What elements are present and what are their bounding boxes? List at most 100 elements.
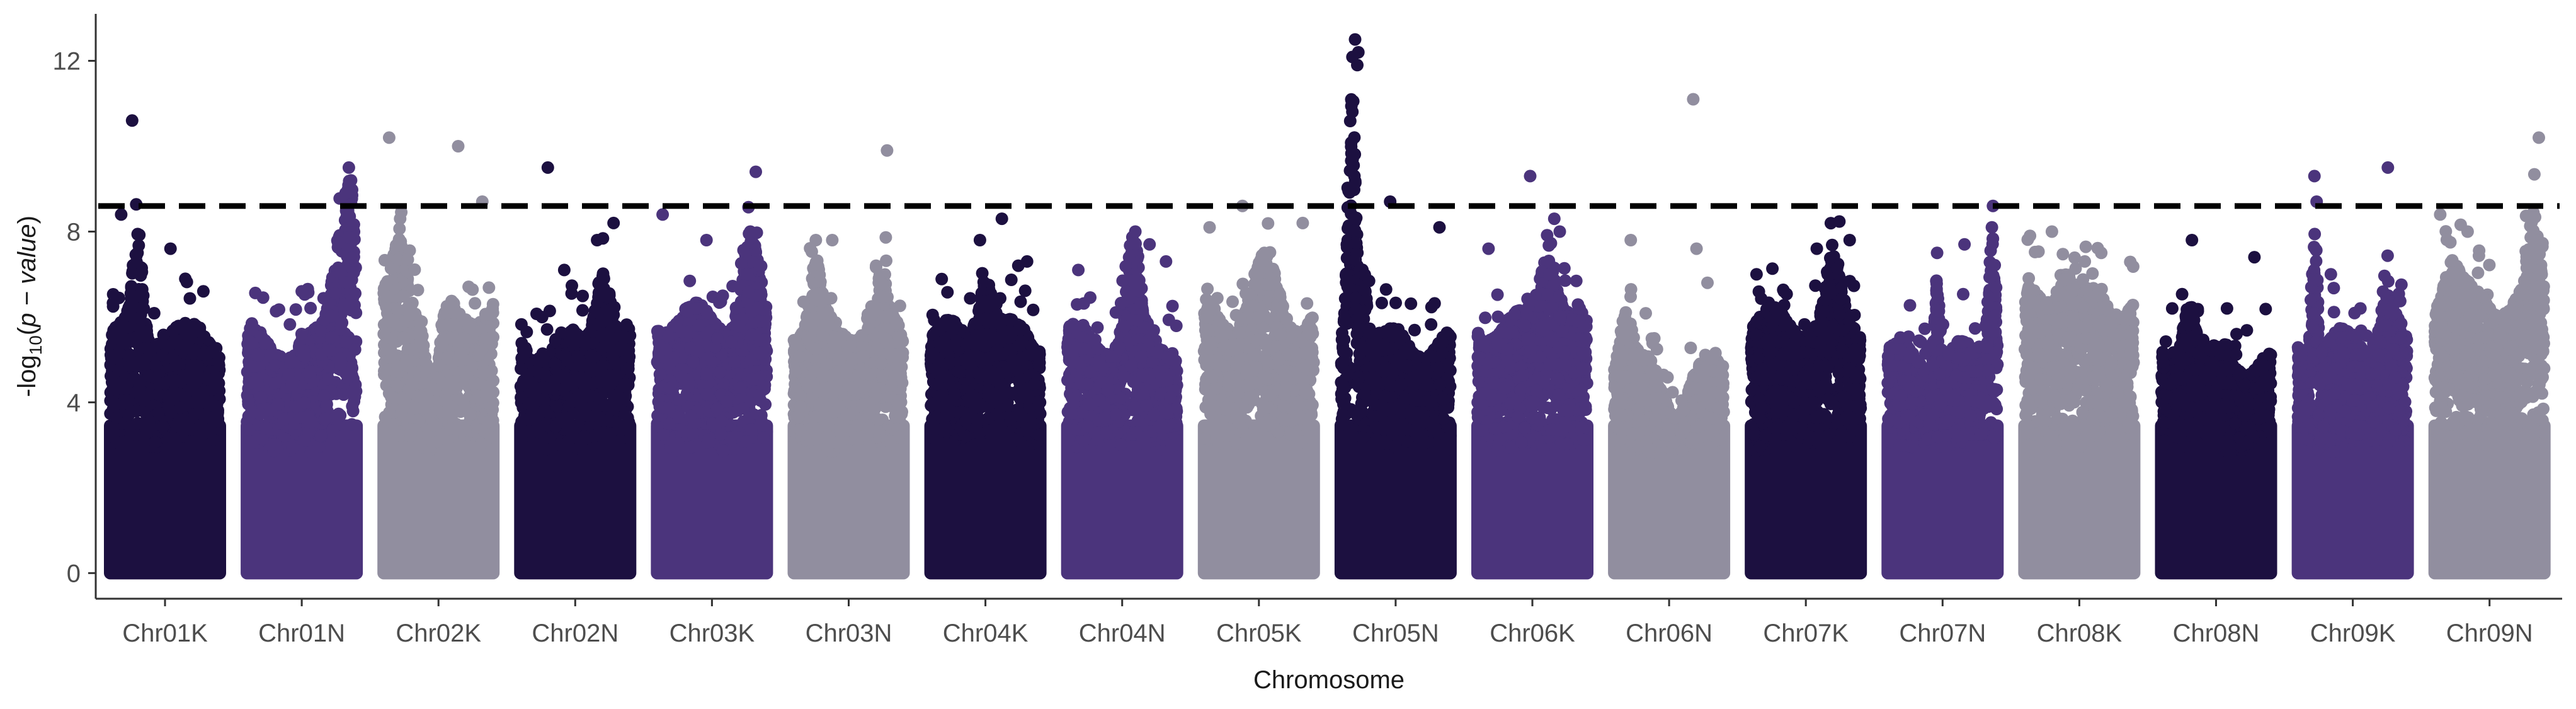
snp-point [402, 343, 416, 356]
snp-point [156, 420, 169, 433]
snp-point [663, 401, 676, 415]
data-points [104, 33, 2551, 580]
snp-point [304, 301, 317, 314]
snp-point [381, 275, 394, 288]
snp-point [608, 415, 622, 429]
snp-point [597, 414, 610, 427]
snp-point [755, 415, 768, 428]
snp-point [167, 432, 180, 444]
snp-point [112, 436, 125, 449]
snp-point [170, 420, 183, 432]
snp-point [338, 298, 351, 311]
snp-point [333, 236, 346, 250]
snp-point [543, 304, 556, 318]
snp-point [197, 348, 210, 361]
snp-point [166, 324, 180, 337]
snp-point [424, 395, 437, 408]
peak-snp-point [295, 285, 309, 298]
snp-point [731, 404, 744, 417]
peak-snp-point [452, 140, 465, 153]
snp-point [476, 367, 489, 380]
snp-point [404, 429, 417, 442]
snp-point [385, 391, 398, 404]
snp-point [462, 321, 476, 334]
snp-point [579, 380, 591, 393]
snp-point [408, 263, 421, 276]
peak-snp-point [382, 131, 396, 144]
snp-point [702, 433, 715, 446]
snp-point [755, 260, 768, 273]
snp-point [314, 429, 328, 442]
snp-point [673, 393, 687, 406]
snp-point [379, 410, 392, 424]
snp-point [397, 331, 411, 345]
peak-snp-point [342, 161, 355, 174]
snp-point [322, 373, 335, 386]
snp-point [277, 413, 290, 426]
snp-point [717, 444, 730, 458]
snp-point [442, 400, 455, 413]
snp-point [548, 357, 561, 371]
snp-point [515, 391, 528, 404]
snp-point [271, 398, 285, 411]
snp-point [620, 318, 633, 331]
snp-point [198, 385, 211, 398]
snp-point [304, 446, 317, 459]
snp-point [690, 302, 704, 315]
snp-point [164, 390, 178, 403]
snp-point [714, 428, 727, 441]
snp-point [683, 274, 697, 287]
snp-point [142, 369, 156, 383]
snp-point [207, 433, 220, 446]
snp-point [576, 289, 590, 303]
snp-point [675, 325, 688, 338]
snp-point [286, 441, 299, 454]
snp-point [578, 358, 590, 371]
snp-point [212, 351, 225, 364]
snp-point [409, 401, 423, 415]
snp-point [245, 317, 258, 330]
snp-point [152, 388, 165, 401]
snp-point [397, 290, 410, 303]
snp-point [514, 380, 527, 393]
snp-point [379, 427, 392, 440]
snp-point [663, 417, 676, 430]
snp-point [323, 344, 336, 357]
snp-point [130, 405, 143, 418]
snp-point [560, 372, 573, 385]
snp-point [151, 338, 164, 350]
snp-point [108, 326, 121, 339]
snp-point [593, 276, 606, 289]
snp-point [595, 391, 608, 405]
snp-point [596, 289, 610, 302]
snp-point [714, 366, 726, 379]
chromosome-chr01k [104, 114, 226, 580]
snp-point [117, 320, 130, 333]
snp-point [536, 439, 549, 452]
snp-point [685, 441, 698, 454]
snp-point [335, 317, 348, 330]
snp-point [482, 281, 496, 294]
snp-point [188, 408, 202, 421]
snp-point [753, 388, 766, 401]
snp-point [212, 415, 224, 428]
chromosome-chr03n [787, 144, 910, 580]
chromosome-chr02k [377, 131, 500, 580]
snp-point [303, 366, 316, 379]
snp-point [726, 280, 739, 292]
snp-point [317, 389, 331, 403]
snp-point [725, 335, 738, 349]
peak-snp-point [557, 263, 571, 277]
snp-point [597, 315, 610, 328]
snp-point [348, 382, 362, 395]
snp-point [618, 392, 631, 405]
snp-point [179, 372, 192, 385]
snp-point [586, 337, 600, 350]
snp-point [746, 372, 759, 386]
snp-point [603, 369, 617, 382]
snp-point [566, 395, 579, 408]
snp-point [418, 376, 431, 389]
snp-point [448, 307, 462, 320]
snp-point [671, 437, 685, 450]
snp-point [590, 446, 603, 459]
